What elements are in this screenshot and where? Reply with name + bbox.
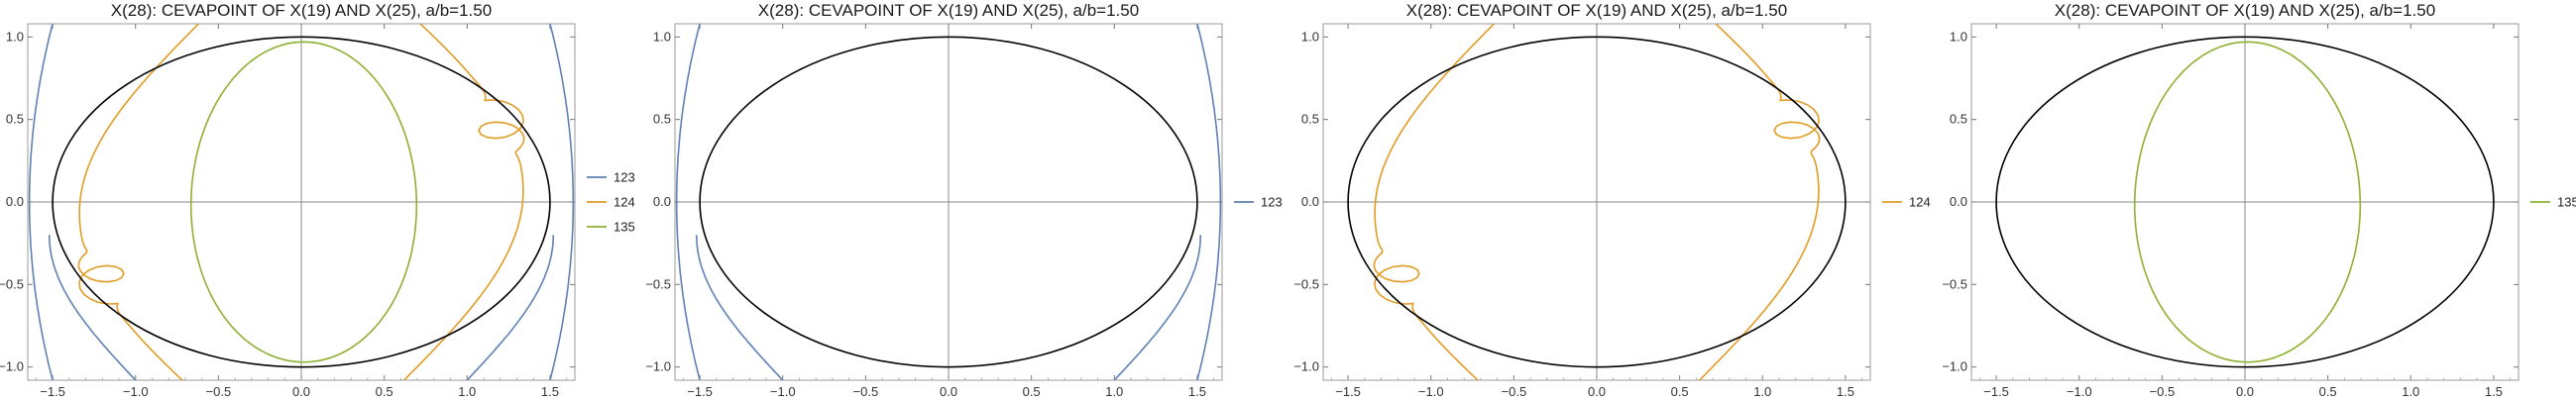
plot-area [675, 24, 1222, 380]
chart-panel-2: −1.5 −1.0 −0.5 0.0 0.5 1.0 1.5 −1.0 −0.5 0.0 0.5 1.… [645, 1, 1282, 399]
y-tick-label: −0.5 [1293, 276, 1319, 291]
series-124-curve-2 [403, 24, 525, 380]
y-tick-label: 1.0 [6, 29, 24, 44]
x-tick-label: −0.5 [1502, 384, 1527, 399]
y-tick-label: 1.0 [1301, 29, 1319, 44]
x-tick-label: 0.0 [2236, 384, 2254, 399]
series-124-curve-1 [77, 24, 199, 380]
series-124-curve-1 [1373, 24, 1495, 380]
x-tick-label: −1.0 [2067, 384, 2092, 399]
reference-ellipse [1995, 36, 2495, 368]
series-123-curve-1 [28, 24, 54, 380]
reference-ellipse [52, 36, 551, 368]
x-tick-label: 1.5 [1837, 384, 1854, 399]
y-tick-label: −0.5 [0, 276, 24, 291]
series-135-curve-1 [189, 41, 418, 363]
x-tick-label: 1.0 [1105, 384, 1123, 399]
x-tick-label: −1.0 [770, 384, 796, 399]
x-tick-label: 1.0 [1753, 384, 1771, 399]
y-tick-label: −0.5 [645, 276, 671, 291]
legend-label-124: 124 [1909, 195, 1931, 210]
series-123-curve-1 [675, 24, 701, 380]
x-tick-label: 0.0 [292, 384, 310, 399]
series-123-curve-2 [549, 24, 575, 380]
reference-ellipse [699, 36, 1198, 368]
y-tick-label: −1.0 [1293, 359, 1319, 374]
chart-panel-3: −1.5 −1.0 −0.5 0.0 0.5 1.0 1.5 −1.0 −0.5 0.0 0.5 1.… [1293, 1, 1930, 399]
x-tick-label: −1.0 [1418, 384, 1444, 399]
x-tick-label: −0.5 [2150, 384, 2176, 399]
chart-panel-4: −1.5 −1.0 −0.5 0.0 0.5 1.0 1.5 −1.0 −0.5 0.0 0.5 1.… [1942, 1, 2576, 399]
plot-area [1995, 36, 2495, 368]
x-tick-label: −1.0 [123, 384, 149, 399]
reference-ellipse [1347, 36, 1847, 368]
y-tick-label: −1.0 [645, 359, 671, 374]
x-tick-label: −1.5 [40, 384, 65, 399]
chart-title: X(28): CEVAPOINT OF X(19) AND X(25), a/b… [758, 1, 1139, 20]
series-123-curve-4 [1113, 235, 1202, 380]
y-tick-label: 0.5 [653, 112, 671, 127]
series-124-curve-2 [1699, 24, 1821, 380]
x-tick-label: 0.5 [1671, 384, 1689, 399]
series-123-curve-2 [1196, 24, 1222, 380]
legend-label-124: 124 [614, 195, 635, 210]
series-123-curve-3 [48, 235, 137, 380]
plot-area [1347, 24, 1847, 380]
y-tick-label: 0.0 [1950, 194, 1967, 209]
x-tick-label: 0.5 [2319, 384, 2337, 399]
plot-area [28, 24, 575, 380]
y-tick-label: 0.0 [653, 194, 671, 209]
x-tick-label: 1.5 [1188, 384, 1206, 399]
x-tick-label: 1.0 [2402, 384, 2419, 399]
series-123-curve-3 [695, 235, 784, 380]
y-tick-label: 1.0 [1950, 29, 1967, 44]
x-tick-label: 1.5 [541, 384, 559, 399]
series-135-curve-1 [2133, 41, 2362, 363]
x-tick-label: 0.5 [376, 384, 393, 399]
legend-label-135: 135 [2557, 195, 2576, 210]
x-tick-label: −0.5 [206, 384, 232, 399]
y-tick-label: 1.0 [653, 29, 671, 44]
x-tick-label: 0.0 [1588, 384, 1606, 399]
y-tick-label: −1.0 [0, 359, 24, 374]
x-tick-label: 0.5 [1023, 384, 1041, 399]
chart-panel-1: −1.5 −1.0 −0.5 0.0 0.5 1.0 1.5 −1.0 −0.5 0.0 0.5 1.… [0, 1, 635, 399]
y-tick-label: 0.0 [6, 194, 24, 209]
x-tick-label: −0.5 [853, 384, 879, 399]
y-tick-label: −0.5 [1942, 276, 1967, 291]
y-tick-label: −1.0 [1942, 359, 1967, 374]
legend-label-123: 123 [614, 170, 635, 185]
x-tick-label: 1.0 [458, 384, 476, 399]
chart-title: X(28): CEVAPOINT OF X(19) AND X(25), a/b… [2055, 1, 2435, 20]
chart-title: X(28): CEVAPOINT OF X(19) AND X(25), a/b… [111, 1, 492, 20]
legend-label-123: 123 [1261, 195, 1283, 210]
series-123-curve-4 [466, 235, 555, 380]
y-tick-label: 0.5 [6, 112, 24, 127]
x-tick-label: −1.5 [1983, 384, 2009, 399]
x-tick-label: −1.5 [687, 384, 713, 399]
y-tick-label: 0.5 [1950, 112, 1967, 127]
y-tick-label: 0.5 [1301, 112, 1319, 127]
y-tick-label: 0.0 [1301, 194, 1319, 209]
x-tick-label: 1.5 [2485, 384, 2503, 399]
x-tick-label: −1.5 [1335, 384, 1361, 399]
legend-label-135: 135 [614, 220, 635, 235]
x-tick-label: 0.0 [940, 384, 957, 399]
chart-title: X(28): CEVAPOINT OF X(19) AND X(25), a/b… [1406, 1, 1787, 20]
